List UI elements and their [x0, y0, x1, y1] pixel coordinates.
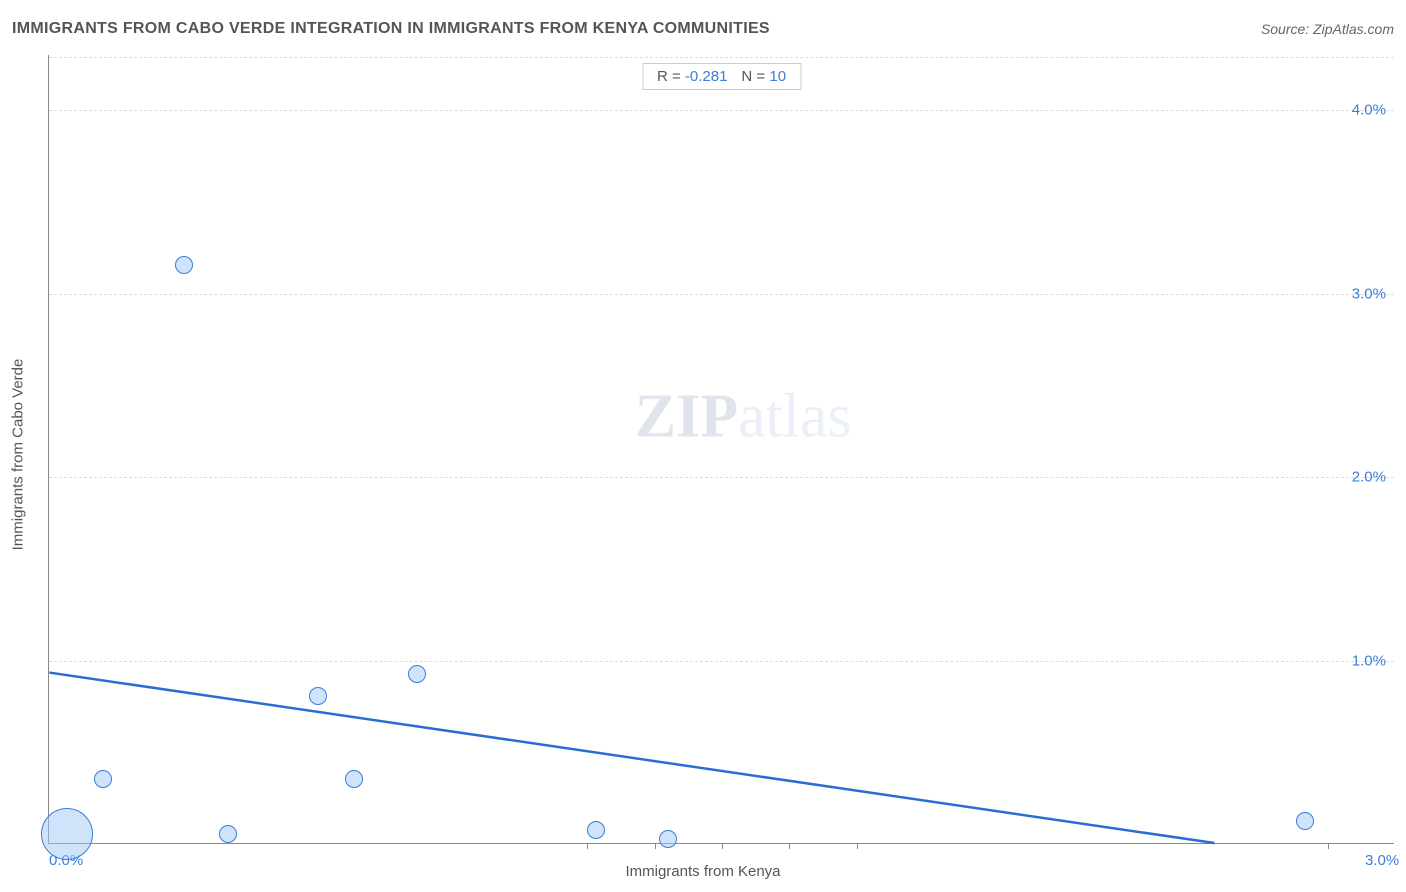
data-point	[309, 687, 327, 705]
data-point	[408, 665, 426, 683]
data-point	[94, 770, 112, 788]
gridline	[49, 110, 1394, 111]
chart-container: ZIPatlas R = -0.281 N = 10 1.0% 2.0% 3.0% 4…	[48, 55, 1394, 844]
data-point	[1296, 812, 1314, 830]
plot-area: ZIPatlas R = -0.281 N = 10 1.0% 2.0% 3.0% 4…	[48, 55, 1394, 844]
x-tick	[789, 843, 790, 849]
x-tick	[655, 843, 656, 849]
watermark-bold: ZIP	[635, 383, 738, 451]
data-point	[587, 821, 605, 839]
data-point	[219, 825, 237, 843]
data-point	[345, 770, 363, 788]
chart-title: IMMIGRANTS FROM CABO VERDE INTEGRATION I…	[12, 20, 770, 38]
x-tick-label: 3.0%	[1365, 852, 1399, 869]
y-tick-label: 2.0%	[1352, 469, 1386, 486]
gridline	[49, 57, 1394, 58]
x-tick	[1328, 843, 1329, 849]
y-axis-label: Immigrants from Cabo Verde	[10, 359, 27, 551]
x-axis-label: Immigrants from Kenya	[625, 863, 780, 880]
data-point	[659, 830, 677, 848]
watermark-rest: atlas	[738, 383, 852, 451]
x-tick	[857, 843, 858, 849]
data-point	[41, 808, 93, 860]
data-point	[175, 256, 193, 274]
regression-line	[49, 55, 1394, 843]
r-value: -0.281	[685, 68, 728, 85]
r-label: R =	[657, 68, 681, 85]
stats-box: R = -0.281 N = 10	[642, 63, 801, 90]
gridline	[49, 661, 1394, 662]
n-label: N =	[741, 68, 765, 85]
y-tick-label: 1.0%	[1352, 652, 1386, 669]
gridline	[49, 294, 1394, 295]
watermark: ZIPatlas	[635, 382, 852, 453]
gridline	[49, 477, 1394, 478]
x-tick	[722, 843, 723, 849]
y-tick-label: 4.0%	[1352, 102, 1386, 119]
n-stat: N = 10	[741, 68, 786, 85]
source-label: Source: ZipAtlas.com	[1261, 21, 1394, 37]
y-tick-label: 3.0%	[1352, 285, 1386, 302]
r-stat: R = -0.281	[657, 68, 727, 85]
x-tick	[587, 843, 588, 849]
n-value: 10	[769, 68, 786, 85]
